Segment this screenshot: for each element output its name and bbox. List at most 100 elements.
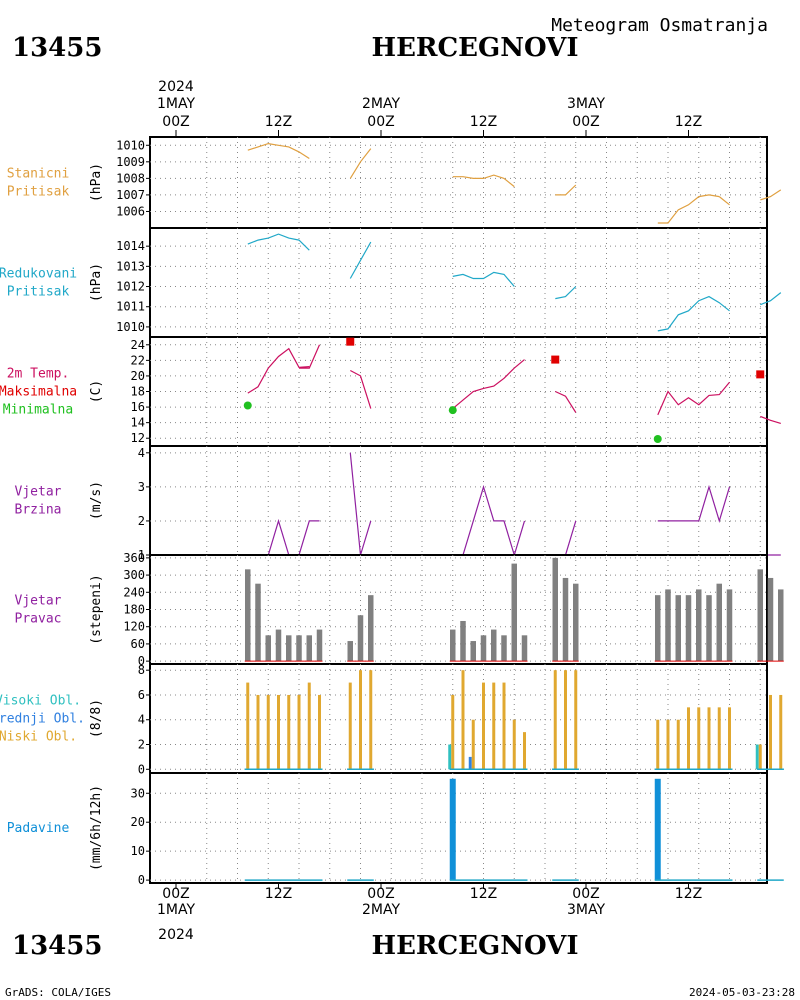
y-tick-label: 1010	[116, 138, 145, 152]
bar	[564, 670, 567, 770]
series-line	[657, 381, 730, 416]
top-hour-label: 00Z	[162, 114, 189, 130]
bar	[552, 557, 558, 662]
panel-label: Stanicni	[7, 167, 70, 182]
y-tick-label: 300	[123, 568, 145, 582]
bar	[448, 744, 452, 770]
max-temp-marker	[551, 355, 560, 364]
y-tick-label: 8	[138, 663, 145, 677]
panel-frame	[149, 663, 768, 774]
y-tick-label: 12	[131, 431, 145, 445]
bar	[523, 732, 526, 770]
bar	[687, 707, 690, 770]
bar	[297, 694, 301, 770]
min-temp-marker	[243, 401, 252, 410]
bar	[287, 694, 291, 770]
bottom-year-label: 2024	[158, 927, 194, 943]
y-tick-label: 240	[123, 585, 145, 599]
top-hour-label: 00Z	[572, 114, 599, 130]
y-tick-label: 10	[131, 844, 145, 858]
bar	[728, 707, 731, 770]
y-tick-label: 1009	[116, 155, 145, 169]
top-hour-label: 12Z	[675, 114, 702, 130]
bar	[266, 694, 270, 770]
y-axis-label: (mm/6h/12h)	[89, 785, 104, 871]
bar	[779, 694, 783, 770]
series-line	[760, 189, 782, 201]
panel-label: Minimalna	[3, 403, 73, 418]
y-axis-label: (stepeni)	[89, 574, 104, 644]
series-line	[555, 390, 577, 413]
y-tick-label: 20	[131, 815, 145, 829]
y-axis-label: (C)	[89, 380, 104, 403]
y-tick-label: 14	[131, 416, 145, 430]
panel-label: Padavine	[7, 821, 70, 836]
y-axis-label: (hPa)	[89, 263, 104, 302]
y-tick-label: 20	[131, 369, 145, 383]
bar	[460, 620, 466, 662]
panel-frame	[149, 227, 768, 338]
bar	[470, 641, 476, 662]
series-line	[299, 344, 321, 369]
series-line	[513, 359, 525, 369]
bottom-hour-label: 12Z	[470, 886, 497, 902]
panel-label: Brzina	[15, 503, 62, 518]
top-hour-label: 12Z	[470, 114, 497, 130]
panel-frame	[149, 336, 768, 447]
y-tick-label: 2	[138, 514, 145, 528]
bar	[758, 744, 762, 770]
y-tick-label: 6	[138, 688, 145, 702]
y-tick-label: 16	[131, 400, 145, 414]
bar	[369, 670, 373, 770]
meteogram-panels: 10061007100810091010(hPa)StanicniPritisa…	[0, 136, 784, 887]
y-tick-label: 180	[123, 603, 145, 617]
series-line	[657, 295, 730, 332]
y-axis-label: (8/8)	[89, 699, 104, 738]
bar	[707, 707, 711, 770]
y-tick-label: 18	[131, 385, 145, 399]
bar	[755, 744, 759, 770]
bar	[255, 583, 261, 662]
y-axis-label: (m/s)	[89, 481, 104, 520]
bar	[501, 635, 507, 662]
product-title: Meteogram Osmatranja	[551, 15, 768, 36]
bar	[245, 569, 251, 662]
bar	[656, 719, 660, 770]
y-tick-label: 1013	[116, 259, 145, 273]
bar	[574, 670, 578, 770]
bar	[654, 778, 661, 881]
panel-reduced_pressure: 1010 1011 1012 1013 1014 (hPa) Redukovani Priti…	[0, 227, 782, 338]
station-id-bottom: 13455	[12, 931, 102, 961]
y-tick-label: 24	[131, 338, 145, 352]
footer-timestamp: 2024-05-03-23:28	[689, 986, 795, 999]
bar	[348, 682, 352, 770]
bottom-hour-label: 00Z	[572, 886, 599, 902]
bar	[246, 682, 250, 770]
min-temp-marker	[448, 406, 457, 415]
panel-cloud_cover: 0 2 4 6 8 (8/8) Visoki Obl. Srednji Obl. Niski O…	[0, 663, 784, 776]
bar	[778, 589, 784, 662]
bottom-day-label: 2MAY	[362, 902, 400, 918]
bar	[450, 629, 456, 662]
bar	[726, 589, 733, 662]
y-tick-label: 4	[138, 446, 145, 460]
bar	[717, 707, 721, 770]
y-tick-label: 0	[138, 873, 145, 887]
panel-station_pressure: 1006 1007 1008 1009 1010 (hPa) Stanicni Pritisa…	[7, 136, 782, 229]
bar	[347, 641, 353, 662]
series-line	[452, 367, 515, 410]
y-tick-label: 1008	[116, 171, 145, 185]
max-temp-marker	[756, 370, 765, 379]
bottom-hour-label: 12Z	[265, 886, 292, 902]
y-tick-label: 1012	[116, 280, 145, 294]
y-tick-label: 1006	[116, 204, 145, 218]
bar	[307, 682, 311, 770]
y-tick-label: 1014	[116, 239, 145, 253]
bar	[316, 629, 323, 662]
bar	[275, 629, 282, 662]
panel-frame	[149, 554, 768, 665]
panel-frame	[149, 772, 768, 884]
